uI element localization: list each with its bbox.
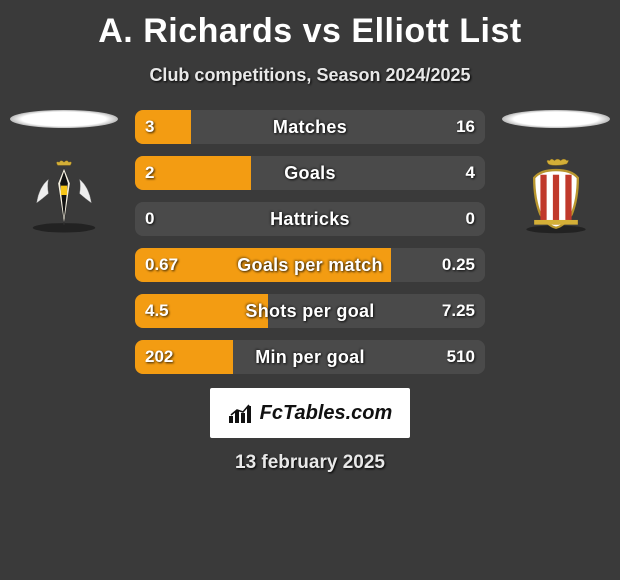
stat-value-left: 0: [145, 202, 154, 236]
stat-row: Goals2 4: [135, 156, 485, 190]
stats-bars: Matches3 16 Goals2 4 Hattricks0 0 Goals per ma…: [135, 110, 485, 374]
stat-value-right: 510: [447, 340, 475, 374]
subtitle: Club competitions, Season 2024/2025: [0, 65, 620, 86]
stat-label: Hattricks: [135, 202, 485, 236]
stat-value-left: 202: [145, 340, 173, 374]
player-right-avatar: [502, 110, 610, 128]
crest-left-icon: [25, 156, 103, 234]
stat-value-left: 3: [145, 110, 154, 144]
stat-label: Min per goal: [135, 340, 485, 374]
stat-label: Matches: [135, 110, 485, 144]
stat-row: Hattricks0 0: [135, 202, 485, 236]
stat-value-right: 0: [466, 202, 475, 236]
crest-right-icon: [517, 156, 595, 234]
stat-value-left: 2: [145, 156, 154, 190]
stat-row: Min per goal202 510: [135, 340, 485, 374]
stat-label: Goals: [135, 156, 485, 190]
player-left-column: [9, 110, 119, 234]
stat-value-right: 7.25: [442, 294, 475, 328]
page-title: A. Richards vs Elliott List: [0, 0, 620, 51]
player-right-crest: [517, 156, 595, 234]
stat-value-left: 4.5: [145, 294, 169, 328]
footer-brand-text: FcTables.com: [260, 402, 393, 425]
player-left-avatar: [10, 110, 118, 128]
fctables-logo-icon: [228, 402, 256, 424]
player-right-column: [501, 110, 611, 234]
date-line: 13 february 2025: [0, 452, 620, 474]
footer-brand-badge: FcTables.com: [210, 388, 410, 438]
stat-row: Goals per match0.67 0.25: [135, 248, 485, 282]
stat-value-right: 0.25: [442, 248, 475, 282]
stat-label: Goals per match: [135, 248, 485, 282]
player-left-crest: [25, 156, 103, 234]
stat-label: Shots per goal: [135, 294, 485, 328]
stat-row: Shots per goal4.5 7.25: [135, 294, 485, 328]
comparison-row: Matches3 16 Goals2 4 Hattricks0 0 Goals per ma…: [0, 110, 620, 374]
stat-value-right: 16: [456, 110, 475, 144]
stat-row: Matches3 16: [135, 110, 485, 144]
stat-value-left: 0.67: [145, 248, 178, 282]
stat-value-right: 4: [466, 156, 475, 190]
